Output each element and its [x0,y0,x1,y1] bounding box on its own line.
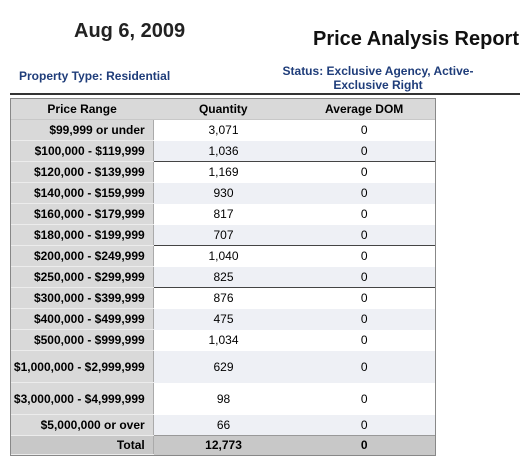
price-range-cell: $180,000 - $199,999 [11,224,154,246]
table-row: $1,000,000 - $2,999,999 629 0 [11,350,435,383]
column-header-average-dom: Average DOM [293,99,435,120]
table-row: $99,999 or under 3,071 0 [11,119,435,141]
price-range-cell: $160,000 - $179,999 [11,203,154,225]
price-range-cell: $99,999 or under [11,119,154,141]
column-header-price-range: Price Range [11,99,154,120]
price-range-cell: $140,000 - $159,999 [11,182,154,204]
quantity-cell: 1,034 [152,329,294,351]
price-range-cell: $3,000,000 - $4,999,999 [11,382,154,415]
total-quantity: 12,773 [152,435,294,455]
price-range-cell: $200,000 - $249,999 [11,245,154,267]
quantity-cell: 1,040 [152,245,294,267]
table-row: $400,000 - $499,999 475 0 [11,308,435,330]
total-average-dom: 0 [293,435,435,455]
average-dom-cell: 0 [293,224,435,246]
total-row: Total 12,773 0 [11,435,435,455]
table-row: $160,000 - $179,999 817 0 [11,203,435,225]
quantity-cell: 66 [152,414,294,436]
average-dom-cell: 0 [360,207,368,221]
table-row: $200,000 - $249,999 1,040 0 [11,245,435,267]
average-dom-cell: 0 [360,391,368,406]
report-date: Aug 6, 2009 [74,20,186,42]
quantity-cell: 475 [152,308,294,330]
average-dom-cell: 0 [360,123,368,138]
quantity-cell: 876 [152,287,294,309]
price-range-cell: $400,000 - $499,999 [11,308,154,330]
price-range-cell: $120,000 - $139,999 [11,161,154,183]
price-range-cell: $100,000 - $119,999 [11,140,154,162]
table-row: $100,000 - $119,999 1,036 0 [11,140,435,162]
quantity-cell: 1,036 [152,140,294,162]
column-header-quantity: Quantity [153,99,294,120]
average-dom-cell: 0 [293,350,435,383]
average-dom-cell: 0 [293,308,435,330]
price-range-cell: $500,000 - $999,999 [11,329,154,351]
table-row: $500,000 - $999,999 1,034 0 [11,329,435,351]
price-analysis-table: Price Range Quantity Average DOM $99,999… [10,98,436,456]
table-row: $300,000 - $399,999 876 0 [11,287,435,309]
average-dom-cell: 0 [293,140,435,162]
property-type: Property Type: Residential [19,69,171,83]
quantity-cell: 98 [152,382,294,415]
average-dom-cell: 0 [293,266,435,288]
header-divider [10,93,520,95]
table-header-row: Price Range Quantity Average DOM [11,99,435,120]
quantity-cell: 817 [152,203,294,225]
table-row: $180,000 - $199,999 707 0 [11,224,435,246]
quantity-cell: 707 [152,224,294,246]
average-dom-cell: 0 [293,414,435,436]
price-range-cell: $250,000 - $299,999 [11,266,154,288]
price-range-cell: $300,000 - $399,999 [11,287,154,309]
quantity-cell: 930 [152,182,294,204]
quantity-cell: 825 [152,266,294,288]
table-row: $5,000,000 or over 66 0 [11,414,435,436]
report-title: Price Analysis Report [312,28,519,50]
quantity-cell: 3,071 [152,119,294,141]
average-dom-cell: 0 [293,245,435,267]
total-label: Total [11,435,154,455]
average-dom-cell: 0 [293,287,435,309]
average-dom-cell: 0 [293,182,435,204]
average-dom-cell: 0 [293,161,435,183]
quantity-cell: 629 [152,350,294,383]
status-text: Status: Exclusive Agency, Active-Exclusi… [282,64,474,92]
table-row: $140,000 - $159,999 930 0 [11,182,435,204]
price-range-cell: $1,000,000 - $2,999,999 [11,350,154,383]
table-row: $120,000 - $139,999 1,169 0 [11,161,435,183]
average-dom-cell: 0 [360,333,368,347]
price-range-cell: $5,000,000 or over [11,414,154,436]
table-row: $3,000,000 - $4,999,999 98 0 [11,382,435,415]
table-row: $250,000 - $299,999 825 0 [11,266,435,288]
quantity-cell: 1,169 [152,161,294,183]
